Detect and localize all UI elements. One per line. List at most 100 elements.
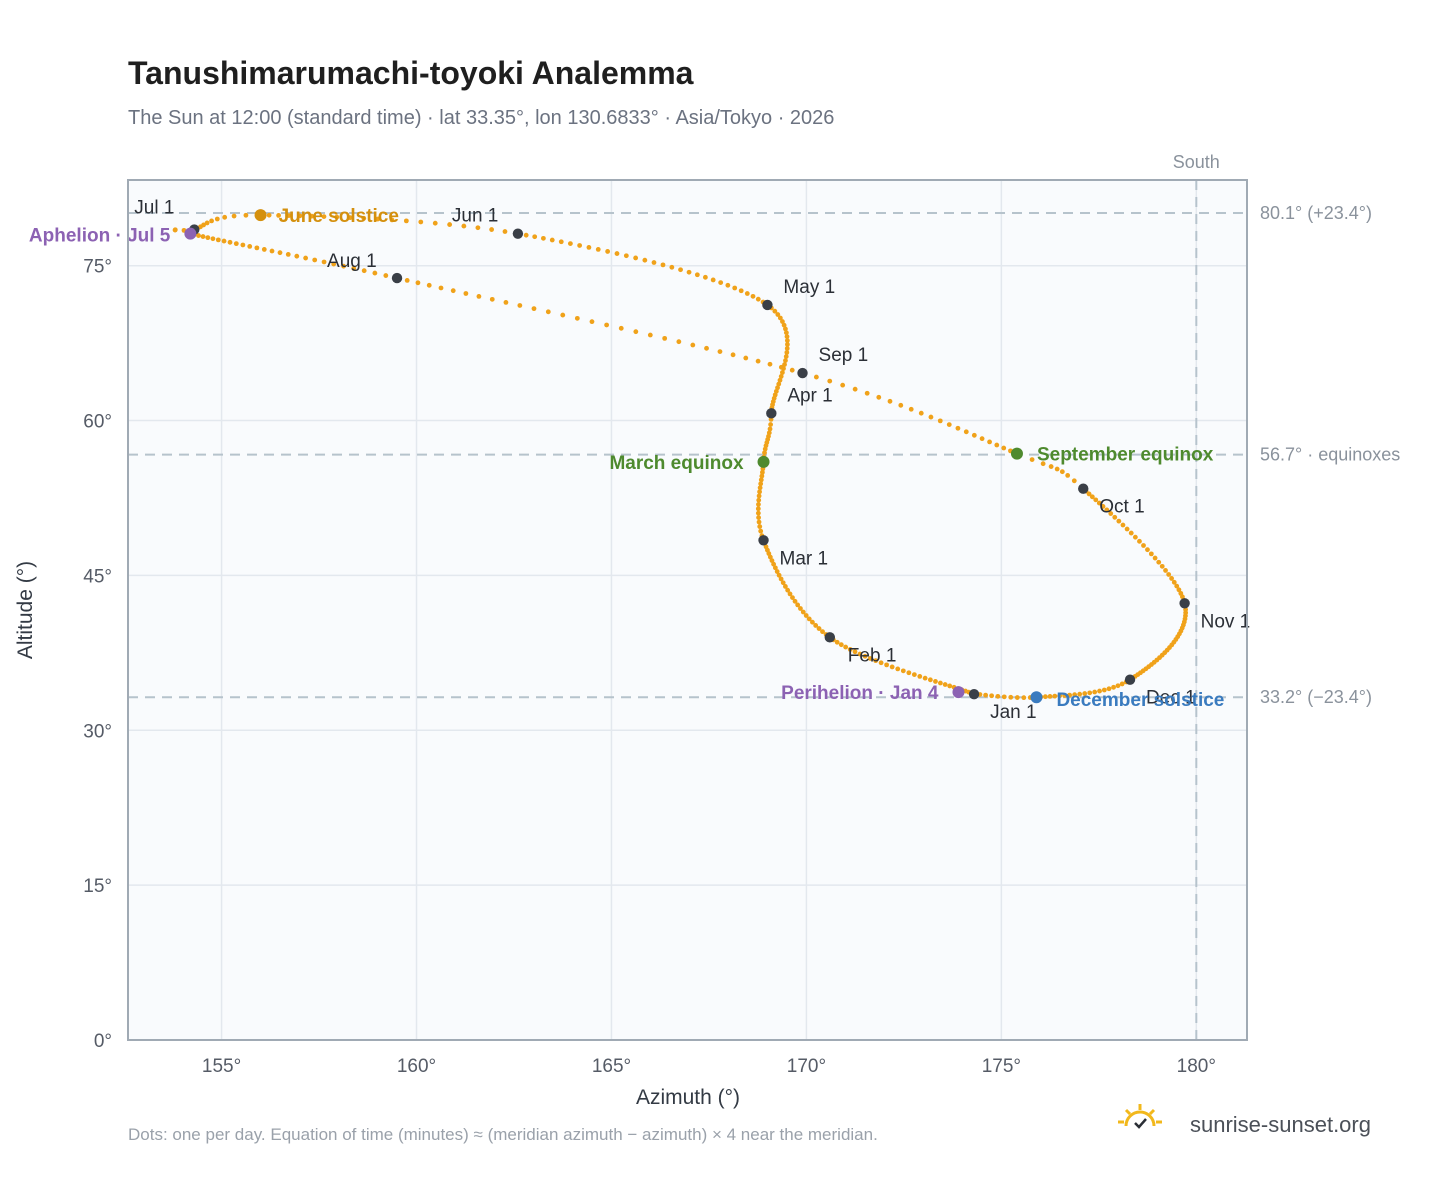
x-tick-label: 165° — [592, 1056, 631, 1077]
daily-sun-dot — [1116, 518, 1122, 524]
daily-sun-dot — [595, 247, 601, 252]
daily-sun-dot — [1174, 583, 1180, 589]
daily-sun-dot — [614, 251, 620, 256]
month-marker-label: Nov 1 — [1201, 611, 1251, 632]
altitude-reference-label: 33.2° (−23.4°) — [1260, 687, 1372, 707]
daily-sun-dot — [210, 236, 216, 242]
daily-sun-dot — [286, 213, 292, 218]
daily-sun-dot — [1093, 497, 1099, 503]
daily-sun-dot — [531, 306, 537, 312]
daily-sun-dot — [389, 217, 395, 223]
daily-sun-dot — [789, 367, 795, 373]
daily-sun-dot — [605, 249, 611, 254]
month-marker-dot — [762, 299, 773, 311]
daily-sun-dot — [618, 325, 624, 331]
daily-sun-dot — [403, 218, 409, 224]
daily-sun-dot — [1106, 686, 1112, 692]
daily-sun-dot — [750, 293, 756, 299]
daily-sun-dot — [1137, 538, 1142, 544]
daily-sun-dot — [710, 277, 716, 283]
daily-sun-dot — [1057, 693, 1063, 699]
month-marker: Jun 1 — [452, 206, 524, 239]
daily-sun-dot — [361, 215, 367, 221]
daily-sun-dot — [1159, 563, 1165, 569]
daily-sun-dot — [312, 257, 318, 263]
month-marker-label: Jul 1 — [134, 198, 174, 219]
x-axis-label: Azimuth (°) — [636, 1086, 740, 1109]
daily-sun-dot — [784, 338, 790, 343]
daily-sun-dot — [1042, 694, 1048, 700]
daily-sun-dot — [589, 319, 595, 325]
x-axis-ticks: 155° 160° 165° 170° 175° 180° — [202, 1056, 1216, 1077]
daily-sun-dot — [215, 237, 221, 243]
event-marker-dot — [952, 686, 965, 699]
daily-sun-dot — [560, 312, 566, 318]
daily-sun-dot — [558, 239, 564, 245]
daily-sun-dot — [911, 672, 917, 678]
y-tick-label: 30° — [83, 721, 112, 742]
daily-sun-dot — [898, 402, 904, 408]
daily-sun-dot — [840, 382, 846, 388]
daily-sun-dot — [759, 469, 765, 475]
daily-sun-dot — [983, 692, 989, 698]
daily-sun-dot — [783, 326, 788, 332]
event-marker-label: Aphelion · Jul 5 — [29, 226, 171, 247]
daily-sun-dot — [642, 257, 648, 263]
daily-sun-dot — [813, 623, 819, 628]
daily-sun-dot — [867, 656, 873, 661]
month-marker: Apr 1 — [766, 385, 833, 419]
event-marker-label: March equinox — [609, 453, 744, 474]
daily-sun-dot — [917, 673, 923, 679]
daily-sun-dot — [987, 439, 992, 445]
daily-sun-dot — [266, 212, 272, 218]
daily-sun-dot — [1120, 522, 1126, 528]
daily-sun-dot — [852, 386, 858, 392]
daily-sun-dot — [1077, 691, 1083, 697]
daily-sun-dot — [922, 675, 928, 681]
daily-sun-dot — [878, 660, 884, 666]
daily-sun-dot — [623, 253, 629, 259]
month-marker-label: Jun 1 — [452, 206, 498, 227]
daily-sun-dot — [1104, 507, 1110, 513]
brand-name: sunrise-sunset.org — [1190, 1112, 1371, 1137]
month-marker-dot — [824, 632, 836, 643]
daily-sun-dot — [767, 426, 773, 432]
daily-sun-dot — [489, 227, 495, 232]
daily-sun-dot — [277, 250, 283, 256]
daily-sun-dot — [651, 260, 657, 265]
event-marker-dot — [184, 227, 197, 240]
daily-sun-dot — [1097, 688, 1102, 694]
event-marker-label: Perihelion · Jan 4 — [781, 683, 939, 704]
daily-sun-dot — [704, 345, 709, 351]
daily-sun-dot — [928, 414, 934, 420]
daily-sun-dot — [540, 235, 546, 241]
daily-sun-dot — [254, 245, 260, 251]
x-tick-label: 155° — [202, 1056, 241, 1077]
daily-sun-dot — [784, 334, 790, 339]
daily-sun-dot — [1141, 543, 1146, 548]
daily-sun-dot — [545, 309, 551, 315]
daily-sun-dot — [757, 524, 763, 529]
daily-sun-dot — [766, 430, 772, 436]
daily-sun-dot — [717, 349, 723, 354]
daily-sun-dot — [785, 342, 790, 347]
month-marker: Feb 1 — [824, 632, 896, 666]
daily-sun-dot — [523, 232, 529, 238]
daily-sun-dot — [517, 303, 523, 308]
daily-sun-dot — [776, 572, 782, 578]
month-marker-label: Dec 1 — [1146, 688, 1196, 709]
y-tick-label: 15° — [83, 876, 112, 897]
daily-sun-dot — [532, 234, 538, 240]
daily-sun-dot — [876, 394, 882, 400]
daily-sun-dot — [843, 644, 849, 650]
daily-sun-dot — [331, 261, 337, 267]
daily-sun-dot — [450, 288, 456, 294]
daily-sun-dot — [233, 241, 239, 247]
event-markers: June solstice March equinox September equi… — [29, 206, 1224, 711]
brand-logo[interactable]: sunrise-sunset.org — [1118, 1104, 1371, 1137]
daily-sun-dot — [447, 222, 453, 227]
daily-sun-dot — [756, 493, 762, 499]
altitude-reference-label: 56.7° · equinoxes — [1260, 445, 1400, 465]
month-marker-dot — [758, 535, 769, 546]
